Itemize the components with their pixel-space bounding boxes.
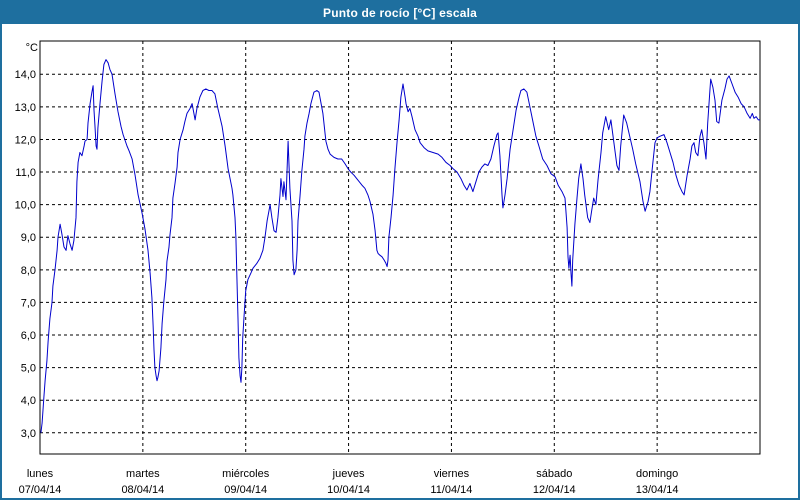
x-axis-day-label: jueves	[332, 468, 365, 480]
y-axis-unit-label: °C	[26, 42, 38, 54]
y-axis-tick-label: 7,0	[21, 297, 36, 309]
x-axis-date-label: 10/04/14	[327, 484, 370, 496]
y-axis-tick-label: 9,0	[21, 232, 36, 244]
y-axis-tick-label: 13,0	[15, 102, 36, 114]
x-axis-day-label: lunes	[27, 468, 54, 480]
y-axis-tick-label: 3,0	[21, 428, 36, 440]
x-axis-date-label: 09/04/14	[224, 484, 267, 496]
x-axis-day-label: domingo	[636, 468, 678, 480]
x-axis-date-label: 07/04/14	[19, 484, 62, 496]
x-axis-day-label: martes	[126, 468, 160, 480]
y-axis-tick-label: 12,0	[15, 134, 36, 146]
x-axis-date-label: 11/04/14	[430, 484, 472, 496]
x-axis-date-label: 13/04/14	[636, 484, 679, 496]
x-axis-day-label: sábado	[536, 468, 572, 480]
x-axis-date-label: 12/04/14	[533, 484, 576, 496]
y-axis-tick-label: 8,0	[21, 265, 36, 277]
y-axis-tick-label: 6,0	[21, 330, 36, 342]
y-axis-tick-label: 14,0	[15, 69, 36, 81]
x-axis-date-label: 08/04/14	[121, 484, 164, 496]
series-line	[40, 59, 760, 433]
y-axis-tick-label: 10,0	[15, 200, 36, 212]
y-axis-tick-label: 4,0	[21, 395, 36, 407]
y-axis-tick-label: 5,0	[21, 363, 36, 375]
x-axis-day-label: viernes	[434, 468, 470, 480]
title-bar: Punto de rocío [°C] escala	[2, 2, 798, 24]
y-axis-tick-label: 11,0	[15, 167, 36, 179]
x-axis-day-label: miércoles	[222, 468, 270, 480]
window-title: Punto de rocío [°C] escala	[322, 6, 478, 20]
plot-border	[39, 40, 761, 455]
